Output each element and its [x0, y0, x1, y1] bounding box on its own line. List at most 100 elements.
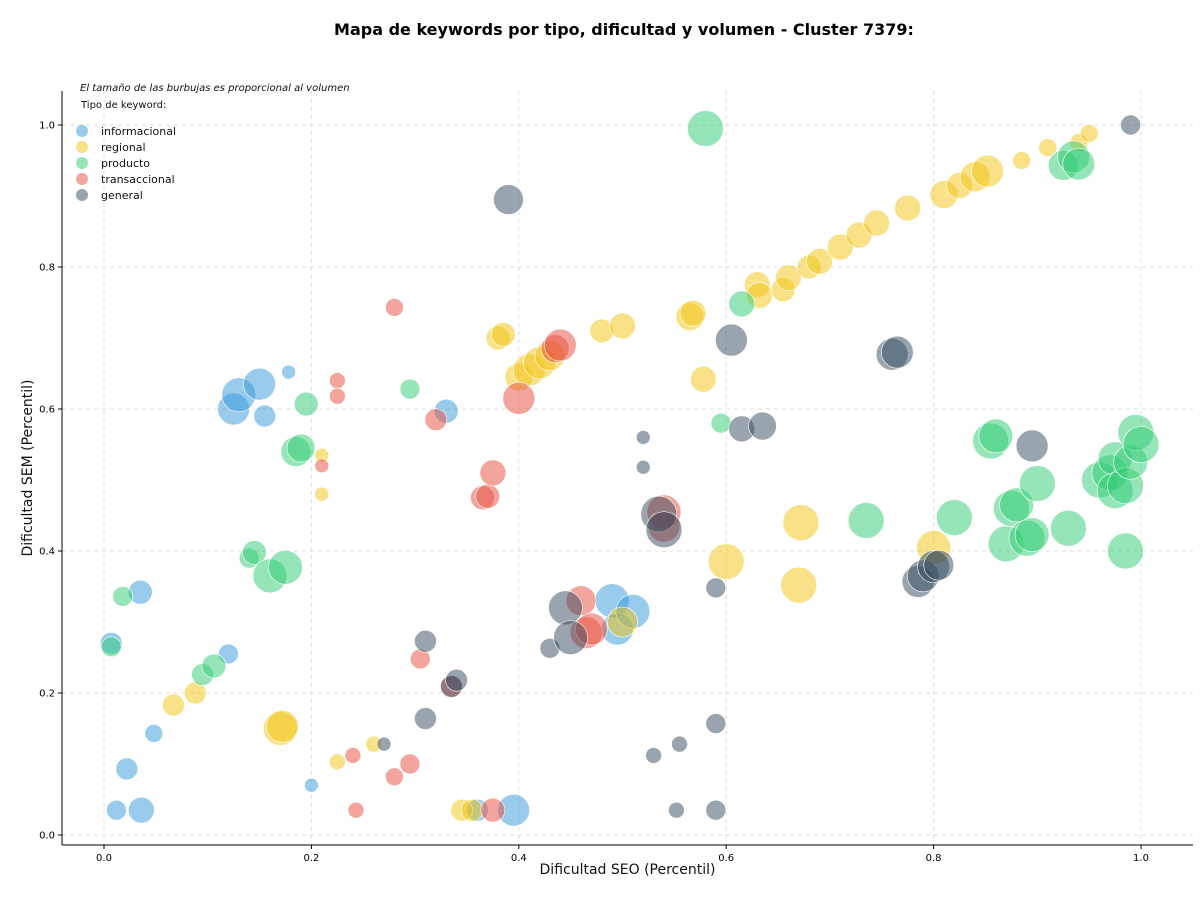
- bubble-transaccional: [329, 387, 346, 405]
- y-tick-label: 0.2: [39, 689, 55, 700]
- bubble-transaccional: [424, 408, 448, 431]
- x-tick-label: 0.0: [96, 853, 112, 864]
- bubble-regional: [1012, 151, 1032, 170]
- bubble-general: [705, 577, 727, 599]
- chart-title: Mapa de keywords por tipo, dificultad y …: [334, 20, 914, 39]
- bubble-general: [493, 184, 524, 215]
- y-tick-label: 0.0: [39, 831, 55, 842]
- x-axis-label: Dificultad SEO (Percentil): [539, 862, 716, 878]
- bubble-regional: [780, 566, 818, 604]
- axes: [61, 91, 1193, 846]
- bubble-general: [715, 323, 748, 357]
- bubble-regional: [894, 194, 921, 222]
- y-tick-label: 1.0: [39, 121, 55, 132]
- bubble-informacional: [243, 367, 276, 401]
- bubble-informacional: [281, 364, 296, 380]
- bubble-producto: [399, 378, 421, 400]
- bubble-transaccional: [385, 298, 404, 317]
- legend-label-transaccional: transaccional: [101, 173, 175, 186]
- bubble-producto: [1062, 147, 1096, 181]
- bubble-regional: [679, 299, 707, 327]
- legend-label-regional: regional: [101, 141, 146, 154]
- bubble-regional: [266, 710, 299, 743]
- bubble-regional: [971, 154, 1004, 188]
- y-tick-label: 0.4: [39, 547, 55, 558]
- bubbles: [99, 110, 1160, 827]
- bubble-producto: [242, 540, 267, 565]
- bubble-informacional: [115, 757, 139, 781]
- bubble-general: [705, 799, 727, 821]
- x-tick-label: 1.0: [1133, 853, 1149, 864]
- bubble-producto: [936, 499, 973, 536]
- bubble-producto: [286, 433, 316, 463]
- legend-label-informacional: informacional: [101, 125, 176, 138]
- legend-title: Tipo de keyword:: [80, 100, 166, 111]
- bubble-transaccional: [479, 459, 507, 487]
- bubble-regional: [460, 798, 484, 822]
- bubble-general: [668, 801, 685, 819]
- bubble-transaccional: [502, 382, 536, 415]
- bubble-transaccional: [399, 753, 421, 775]
- y-tick-label: 0.8: [39, 263, 55, 274]
- bubble-general: [635, 459, 651, 475]
- bubble-transaccional: [344, 747, 362, 764]
- bubble-general: [445, 668, 468, 692]
- bubble-producto: [847, 502, 885, 539]
- bubble-general: [645, 747, 662, 764]
- bubble-regional: [490, 322, 516, 347]
- bubble-general: [548, 590, 583, 626]
- bubble-transaccional: [475, 484, 500, 509]
- bubble-regional: [806, 248, 833, 275]
- bubble-general: [923, 549, 955, 581]
- bubble-regional: [607, 606, 638, 638]
- y-tick-label: 0.6: [39, 405, 55, 416]
- bubble-regional: [826, 233, 854, 261]
- legend-marker-general: [76, 189, 88, 201]
- bubble-regional: [863, 209, 890, 237]
- bubble-transaccional: [385, 767, 404, 787]
- bubble-regional: [782, 504, 820, 541]
- x-tick-label: 0.4: [511, 853, 527, 864]
- bubble-general: [635, 430, 651, 445]
- bubble-regional: [314, 486, 330, 502]
- bubble-transaccional: [329, 372, 346, 389]
- x-tick-label: 0.2: [303, 853, 319, 864]
- legend: El tamaño de las burbujas es proporciona…: [76, 83, 350, 202]
- bubble-general: [671, 735, 688, 753]
- legend-label-producto: producto: [101, 157, 150, 170]
- bubble-general: [748, 411, 777, 441]
- bubble-informacional: [128, 796, 155, 824]
- bubble-transaccional: [543, 328, 577, 362]
- bubble-informacional: [253, 404, 277, 428]
- bubble-size-note: El tamaño de las burbujas es proporciona…: [80, 83, 350, 94]
- bubble-producto: [1107, 532, 1144, 570]
- bubble-general: [645, 511, 683, 549]
- bubble-transaccional: [314, 458, 330, 474]
- bubble-informacional: [304, 777, 319, 793]
- bubble-producto: [978, 418, 1014, 454]
- legend-label-general: general: [101, 189, 143, 202]
- bubble-general: [553, 620, 588, 655]
- bubble-producto: [100, 636, 122, 658]
- bubble-regional: [1038, 138, 1057, 158]
- legend-marker-regional: [76, 141, 88, 153]
- bubble-informacional: [106, 799, 127, 821]
- bubble-general: [1120, 114, 1141, 136]
- x-tick-label: 0.8: [926, 853, 942, 864]
- x-tick-label: 0.6: [718, 853, 734, 864]
- bubble-regional: [707, 543, 745, 580]
- legend-marker-transaccional: [76, 173, 88, 185]
- ticks: 0.0 0.0 0.2 0.2 0.4 0.4 0.6 0.6 0.8 0.8 1.0 1.0: [39, 121, 1149, 865]
- bubble-producto: [293, 391, 319, 417]
- bubble-producto: [687, 110, 724, 147]
- bubble-regional: [775, 264, 802, 291]
- bubble-general: [414, 707, 437, 730]
- bubble-general: [881, 335, 914, 369]
- grid-lines: [62, 91, 1193, 845]
- bubble-producto: [112, 586, 133, 607]
- bubble-general: [376, 736, 392, 752]
- bubble-regional: [609, 312, 636, 340]
- bubble-general: [414, 629, 437, 653]
- bubble-producto: [268, 550, 303, 585]
- bubble-general: [1015, 429, 1049, 463]
